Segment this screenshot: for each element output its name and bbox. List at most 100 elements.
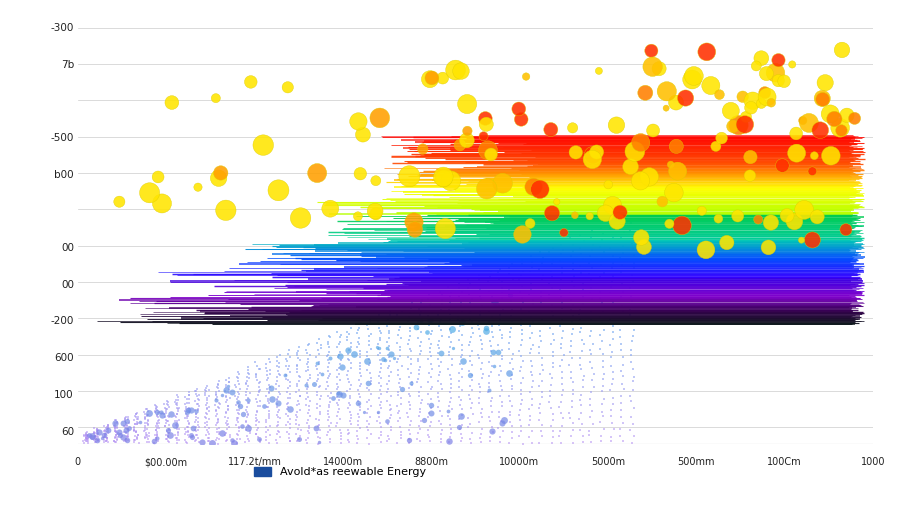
Point	[289, 430, 303, 438]
Point	[815, 95, 830, 103]
Point	[281, 83, 295, 91]
Point	[556, 281, 571, 289]
Point	[362, 340, 376, 348]
Point	[526, 341, 540, 349]
Point	[442, 351, 456, 359]
Point	[442, 437, 456, 446]
Point	[121, 433, 135, 441]
Point	[492, 408, 507, 416]
Point	[606, 399, 620, 408]
Point	[209, 390, 223, 398]
Point	[292, 392, 307, 400]
Point	[158, 407, 173, 415]
Point	[115, 433, 130, 442]
Point	[474, 409, 489, 417]
Point	[351, 399, 365, 408]
Point	[182, 388, 196, 396]
Point	[605, 264, 619, 272]
Point	[390, 401, 404, 410]
Point	[524, 313, 538, 321]
Point	[393, 434, 408, 443]
Point	[464, 346, 479, 355]
Point	[525, 395, 539, 403]
Point	[364, 377, 378, 385]
Point	[291, 397, 305, 405]
Point	[374, 374, 388, 382]
Point	[238, 380, 253, 388]
Point	[615, 216, 629, 225]
Point	[614, 399, 628, 408]
Point	[352, 334, 366, 342]
Point	[544, 340, 558, 348]
Point	[200, 421, 214, 429]
Point	[336, 391, 350, 399]
Point	[381, 437, 395, 445]
Point	[208, 401, 222, 409]
Point	[249, 371, 264, 379]
Point	[108, 433, 122, 442]
Point	[322, 334, 337, 342]
Point	[434, 419, 448, 428]
Point	[241, 366, 256, 374]
Point	[301, 409, 315, 417]
Point	[475, 301, 490, 309]
Point	[404, 347, 419, 356]
Point	[495, 345, 509, 354]
Point	[77, 438, 92, 447]
Point	[464, 371, 479, 379]
Point	[219, 206, 233, 214]
Point	[142, 189, 157, 197]
Point	[848, 114, 862, 122]
Point	[190, 406, 204, 414]
Point	[451, 316, 465, 324]
Point	[532, 265, 546, 273]
Point	[675, 222, 689, 230]
Point	[334, 331, 348, 339]
Point	[270, 353, 284, 361]
Point	[452, 292, 466, 300]
Point	[593, 418, 608, 427]
Point	[230, 431, 245, 439]
Point	[178, 414, 193, 423]
Point	[595, 400, 609, 408]
Point	[212, 428, 226, 436]
Point	[412, 408, 427, 416]
Point	[465, 328, 480, 337]
Point	[513, 390, 527, 398]
Point	[112, 428, 126, 436]
Point	[382, 345, 396, 354]
Point	[129, 428, 143, 436]
Point	[514, 341, 528, 350]
Point	[231, 393, 246, 401]
Point	[638, 89, 652, 97]
Point	[435, 426, 449, 434]
Point	[545, 359, 560, 367]
Point	[445, 361, 459, 369]
Point	[625, 270, 639, 279]
Point	[576, 237, 590, 245]
Point	[189, 427, 203, 435]
Point	[320, 362, 335, 371]
Point	[290, 351, 304, 359]
Point	[615, 261, 629, 269]
Point	[771, 77, 786, 85]
Point	[344, 323, 358, 332]
Point	[81, 434, 95, 443]
Point	[292, 435, 306, 444]
Point	[400, 409, 415, 417]
Point	[535, 420, 549, 429]
Point	[623, 426, 637, 434]
Point	[532, 403, 546, 412]
Point	[211, 416, 225, 424]
Point	[341, 345, 356, 354]
Point	[313, 395, 328, 403]
Point	[452, 424, 466, 432]
Point	[464, 299, 478, 307]
Point	[190, 385, 204, 393]
Point	[424, 326, 438, 335]
Point	[313, 369, 328, 377]
Point	[607, 425, 621, 433]
Point	[140, 435, 155, 443]
Point	[585, 264, 599, 272]
Point	[431, 377, 446, 386]
